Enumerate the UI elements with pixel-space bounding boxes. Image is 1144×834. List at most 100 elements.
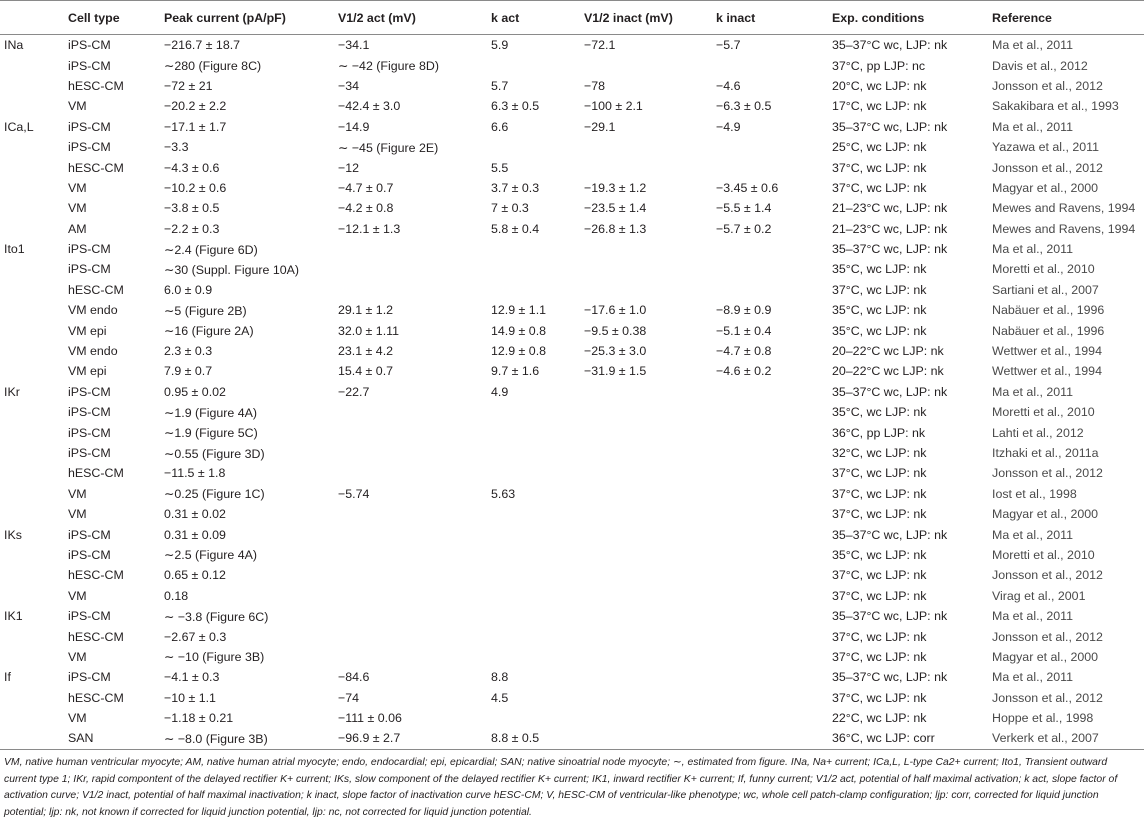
cell-cell-type: VM bbox=[68, 99, 87, 114]
cell-k-act bbox=[491, 545, 584, 565]
cell-v-half-act bbox=[338, 402, 491, 422]
table-row: hESC-CM −2.67 ± 0.3 37°C, wc LJP: nk Jonsso… bbox=[0, 626, 1144, 646]
cell-current bbox=[0, 178, 68, 198]
cell-peak-current: −3.8 ± 0.5 bbox=[164, 201, 220, 216]
cell-v-half-inact: −72.1 bbox=[584, 38, 616, 53]
cell-v-half-act: ∼ −42 (Figure 8D) bbox=[338, 59, 439, 74]
cell-v-half-inact: −25.3 ± 3.0 bbox=[584, 344, 647, 359]
cell-exp-conditions: 20°C, wc LJP: nk bbox=[832, 78, 927, 93]
cell-k-inact bbox=[716, 239, 832, 259]
cell-cell-type: VM epi bbox=[68, 323, 107, 338]
cell-current bbox=[0, 402, 68, 422]
cell-peak-current: −4.1 ± 0.3 bbox=[164, 670, 220, 685]
cell-k-act: 5.63 bbox=[491, 486, 516, 501]
cell-cell-type: hESC-CM bbox=[68, 629, 124, 644]
cell-cell-type: AM bbox=[68, 221, 87, 236]
cell-reference: Davis et al., 2012 bbox=[992, 58, 1088, 73]
cell-reference: Nabäuer et al., 1996 bbox=[992, 303, 1105, 318]
cell-current bbox=[0, 688, 68, 708]
cell-peak-current: −20.2 ± 2.2 bbox=[164, 99, 227, 114]
cell-current bbox=[0, 300, 68, 320]
cell-current bbox=[0, 647, 68, 667]
cell-current bbox=[0, 157, 68, 177]
cell-v-half-act bbox=[338, 443, 491, 463]
cell-exp-conditions: 25°C, wc LJP: nk bbox=[832, 140, 927, 155]
cell-k-act bbox=[491, 422, 584, 442]
cell-peak-current: 7.9 ± 0.7 bbox=[164, 364, 213, 379]
cell-cell-type: iPS-CM bbox=[68, 119, 111, 134]
cell-peak-current: −2.2 ± 0.3 bbox=[164, 221, 220, 236]
cell-cell-type: hESC-CM bbox=[68, 78, 124, 93]
cell-k-act bbox=[491, 606, 584, 626]
table-row: VM endo 2.3 ± 0.3 23.1 ± 4.2 12.9 ± 0.8 −25.… bbox=[0, 341, 1144, 361]
cell-cell-type: VM bbox=[68, 180, 87, 195]
cell-reference: Jonsson et al., 2012 bbox=[992, 690, 1103, 705]
table-row: hESC-CM −10 ± 1.1 −74 4.5 37°C, wc LJP: nk Jo… bbox=[0, 688, 1144, 708]
cell-peak-current: −4.3 ± 0.6 bbox=[164, 160, 220, 175]
cell-k-inact bbox=[716, 382, 832, 402]
cell-v-half-inact: −19.3 ± 1.2 bbox=[584, 180, 647, 195]
table-row: iPS-CM ∼2.5 (Figure 4A) 35°C, wc LJP: nk Mo… bbox=[0, 545, 1144, 565]
cell-k-inact: −4.6 bbox=[716, 78, 741, 93]
table-row: iPS-CM ∼30 (Suppl. Figure 10A) 35°C, wc LJ… bbox=[0, 259, 1144, 279]
cell-v-half-inact bbox=[584, 422, 716, 442]
cell-peak-current: ∼2.4 (Figure 6D) bbox=[164, 242, 258, 257]
cell-k-inact bbox=[716, 422, 832, 442]
cell-exp-conditions: 21–23°C wc, LJP: nk bbox=[832, 201, 948, 216]
cell-peak-current: 0.18 bbox=[164, 588, 189, 603]
header-peak-current: Peak current (pA/pF) bbox=[164, 0, 338, 35]
cell-k-inact: −4.6 ± 0.2 bbox=[716, 364, 772, 379]
cell-peak-current: ∼0.55 (Figure 3D) bbox=[164, 446, 265, 461]
table-row: VM epi ∼16 (Figure 2A) 32.0 ± 1.11 14.9 ± 0… bbox=[0, 320, 1144, 340]
cell-peak-current: ∼1.9 (Figure 5C) bbox=[164, 426, 258, 441]
cell-exp-conditions: 35°C, wc LJP: nk bbox=[832, 303, 927, 318]
cell-exp-conditions: 37°C, wc LJP: nk bbox=[832, 568, 927, 583]
cell-current bbox=[0, 280, 68, 300]
cell-reference: Itzhaki et al., 2011a bbox=[992, 446, 1099, 460]
cell-k-act bbox=[491, 524, 584, 544]
cell-current bbox=[0, 259, 68, 279]
cell-cell-type: VM bbox=[68, 649, 87, 664]
cell-k-act bbox=[491, 647, 584, 667]
cell-v-half-act bbox=[338, 524, 491, 544]
table-row: IKr iPS-CM 0.95 ± 0.02 −22.7 4.9 35–37°C wc, … bbox=[0, 382, 1144, 402]
cell-v-half-inact bbox=[584, 484, 716, 504]
cell-v-half-inact bbox=[584, 606, 716, 626]
cell-v-half-act: −96.9 ± 2.7 bbox=[338, 728, 491, 750]
cell-v-half-inact bbox=[584, 565, 716, 585]
cell-peak-current: −3.3 bbox=[164, 140, 189, 155]
cell-current bbox=[0, 565, 68, 585]
cell-v-half-act bbox=[338, 606, 491, 626]
cell-k-act: 9.7 ± 1.6 bbox=[491, 364, 540, 379]
cell-k-inact: −8.9 ± 0.9 bbox=[716, 303, 772, 318]
cell-k-inact bbox=[716, 728, 832, 750]
cell-k-inact bbox=[716, 137, 832, 157]
cell-reference: Jonsson et al., 2012 bbox=[992, 78, 1103, 93]
cell-k-inact bbox=[716, 667, 832, 687]
cell-current bbox=[0, 708, 68, 728]
cell-reference: Iost et al., 1998 bbox=[992, 486, 1077, 501]
cell-exp-conditions: 35°C, wc LJP: nk bbox=[832, 323, 927, 338]
cell-current bbox=[0, 219, 68, 239]
cell-reference: Wettwer et al., 1994 bbox=[992, 364, 1102, 379]
cell-k-inact bbox=[716, 504, 832, 524]
table-footnote: VM, native human ventricular myocyte; AM… bbox=[4, 755, 1138, 821]
cell-v-half-act: −14.9 bbox=[338, 119, 370, 134]
cell-cell-type: VM endo bbox=[68, 344, 118, 359]
cell-reference: Virag et al., 2001 bbox=[992, 588, 1086, 603]
cell-v-half-act: ∼ −45 (Figure 2E) bbox=[338, 140, 439, 155]
cell-v-half-act bbox=[338, 647, 491, 667]
cell-k-inact bbox=[716, 443, 832, 463]
cell-k-inact bbox=[716, 280, 832, 300]
cell-peak-current: ∼16 (Figure 2A) bbox=[164, 324, 254, 339]
cell-v-half-inact bbox=[584, 586, 716, 606]
cell-exp-conditions: 35–37°C wc, LJP: nk bbox=[832, 242, 948, 257]
header-current bbox=[0, 0, 68, 35]
cell-peak-current: ∼280 (Figure 8C) bbox=[164, 59, 262, 74]
cell-v-half-inact bbox=[584, 647, 716, 667]
cell-k-inact: −5.7 ± 0.2 bbox=[716, 221, 772, 236]
cell-v-half-act bbox=[338, 504, 491, 524]
cell-reference: Nabäuer et al., 1996 bbox=[992, 323, 1105, 338]
cell-k-act: 4.9 bbox=[491, 384, 509, 399]
cell-reference: Ma et al., 2011 bbox=[992, 670, 1074, 685]
